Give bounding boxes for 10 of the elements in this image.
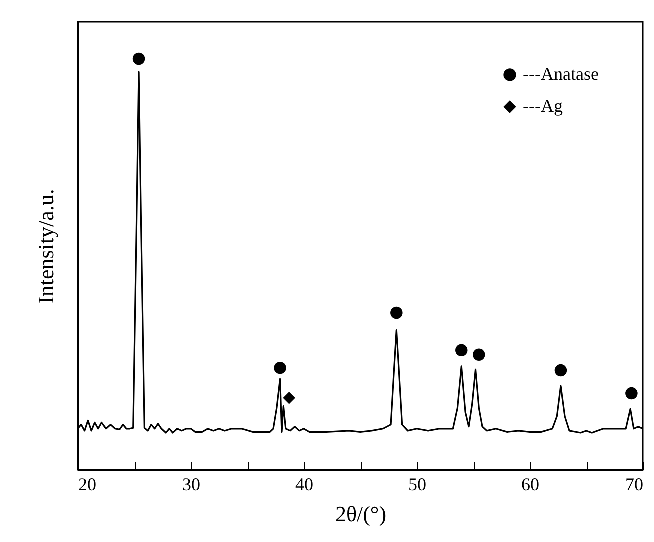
x-tick-label: 50	[408, 474, 426, 494]
y-axis-title: Intensity/a.u.	[34, 189, 58, 304]
legend-label: ---Anatase	[523, 64, 599, 84]
x-tick-label: 60	[522, 474, 540, 494]
x-tick-label: 70	[626, 474, 644, 494]
x-axis-title: 2θ/(°)	[335, 502, 387, 526]
x-tick-label: 30	[182, 474, 200, 494]
x-tick-label: 20	[78, 474, 96, 494]
legend-label: ---Ag	[523, 96, 563, 116]
x-tick-label: 40	[296, 474, 314, 494]
